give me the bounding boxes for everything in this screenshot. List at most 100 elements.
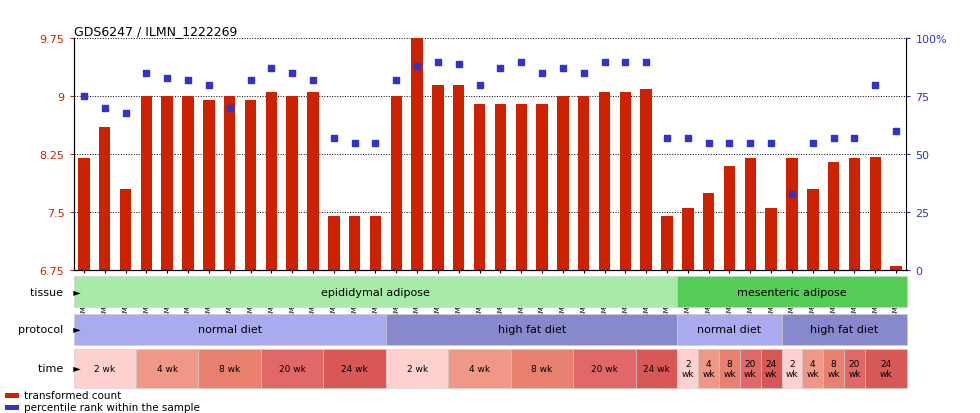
Bar bbox=[386, 349, 449, 388]
Bar bbox=[198, 349, 261, 388]
Text: 4
wk: 4 wk bbox=[703, 359, 715, 378]
Bar bbox=[641, 89, 652, 271]
Text: 24
wk: 24 wk bbox=[764, 359, 777, 378]
Text: tissue: tissue bbox=[30, 287, 67, 297]
Text: 8 wk: 8 wk bbox=[220, 364, 240, 373]
Bar bbox=[823, 349, 844, 388]
Point bbox=[430, 59, 446, 66]
Bar bbox=[369, 216, 381, 271]
Bar bbox=[891, 267, 902, 271]
Text: 20
wk: 20 wk bbox=[848, 359, 860, 378]
Text: 2
wk: 2 wk bbox=[681, 359, 694, 378]
Bar bbox=[349, 216, 361, 271]
Bar bbox=[786, 159, 798, 271]
Bar bbox=[474, 105, 485, 271]
Text: GDS6247 / ILMN_1222269: GDS6247 / ILMN_1222269 bbox=[74, 25, 237, 38]
Point bbox=[347, 140, 363, 147]
Point bbox=[97, 105, 113, 112]
Text: 8
wk: 8 wk bbox=[723, 359, 736, 378]
Bar bbox=[78, 159, 89, 271]
Text: time: time bbox=[38, 363, 67, 374]
Bar bbox=[703, 193, 714, 271]
Point bbox=[118, 110, 133, 116]
Point bbox=[160, 75, 175, 82]
Text: 2 wk: 2 wk bbox=[407, 364, 427, 373]
Text: normal diet: normal diet bbox=[198, 324, 262, 335]
Text: 4
wk: 4 wk bbox=[807, 359, 819, 378]
Bar bbox=[323, 349, 386, 388]
Text: normal diet: normal diet bbox=[698, 324, 761, 335]
Bar bbox=[808, 190, 818, 271]
Bar bbox=[136, 349, 198, 388]
Bar bbox=[719, 349, 740, 388]
Point bbox=[638, 59, 654, 66]
Bar bbox=[536, 105, 548, 271]
Text: 24
wk: 24 wk bbox=[879, 359, 892, 378]
Bar bbox=[308, 93, 319, 271]
Text: ►: ► bbox=[67, 287, 80, 297]
Bar bbox=[74, 349, 136, 388]
Text: 24 wk: 24 wk bbox=[341, 364, 368, 373]
Point bbox=[138, 71, 154, 77]
Point bbox=[243, 78, 259, 84]
Text: epididymal adipose: epididymal adipose bbox=[321, 287, 430, 297]
Point bbox=[597, 59, 612, 66]
Text: 4 wk: 4 wk bbox=[469, 364, 490, 373]
Bar bbox=[869, 157, 881, 271]
Bar bbox=[6, 405, 19, 410]
Bar bbox=[760, 349, 782, 388]
Text: protocol: protocol bbox=[18, 324, 67, 335]
Text: 2
wk: 2 wk bbox=[786, 359, 799, 378]
Point bbox=[743, 140, 759, 147]
Point bbox=[410, 64, 425, 70]
Text: high fat diet: high fat diet bbox=[498, 324, 565, 335]
Text: 24 wk: 24 wk bbox=[643, 364, 670, 373]
Bar bbox=[511, 349, 573, 388]
Bar bbox=[558, 97, 568, 271]
Bar bbox=[453, 85, 465, 271]
Text: 8
wk: 8 wk bbox=[827, 359, 840, 378]
Text: 8 wk: 8 wk bbox=[531, 364, 553, 373]
Bar bbox=[182, 97, 194, 271]
Text: 2 wk: 2 wk bbox=[94, 364, 116, 373]
Bar bbox=[74, 277, 677, 308]
Bar bbox=[745, 159, 756, 271]
Point bbox=[471, 82, 487, 89]
Bar bbox=[782, 349, 803, 388]
Point bbox=[180, 78, 196, 84]
Bar bbox=[261, 349, 323, 388]
Bar bbox=[141, 97, 152, 271]
Bar bbox=[432, 85, 444, 271]
Point bbox=[555, 66, 570, 73]
Bar bbox=[412, 39, 422, 271]
Bar bbox=[120, 190, 131, 271]
Point bbox=[867, 82, 883, 89]
Point bbox=[493, 66, 509, 73]
Text: 20
wk: 20 wk bbox=[744, 359, 757, 378]
Bar bbox=[803, 349, 823, 388]
Bar bbox=[386, 314, 677, 345]
Point bbox=[784, 191, 800, 197]
Text: high fat diet: high fat diet bbox=[809, 324, 878, 335]
Point bbox=[660, 135, 675, 142]
Point bbox=[763, 140, 779, 147]
Point bbox=[888, 128, 904, 135]
Bar bbox=[724, 166, 735, 271]
Bar bbox=[99, 128, 111, 271]
Bar bbox=[448, 349, 511, 388]
Bar bbox=[865, 349, 907, 388]
Bar bbox=[74, 314, 386, 345]
Bar bbox=[682, 209, 694, 271]
Bar bbox=[578, 97, 589, 271]
Bar bbox=[619, 93, 631, 271]
Point bbox=[534, 71, 550, 77]
Point bbox=[368, 140, 383, 147]
Point bbox=[701, 140, 716, 147]
Point bbox=[221, 105, 237, 112]
Bar bbox=[245, 101, 256, 271]
Point bbox=[451, 62, 466, 68]
Bar bbox=[765, 209, 777, 271]
Text: ►: ► bbox=[67, 363, 80, 374]
Point bbox=[284, 71, 300, 77]
Bar bbox=[677, 349, 698, 388]
